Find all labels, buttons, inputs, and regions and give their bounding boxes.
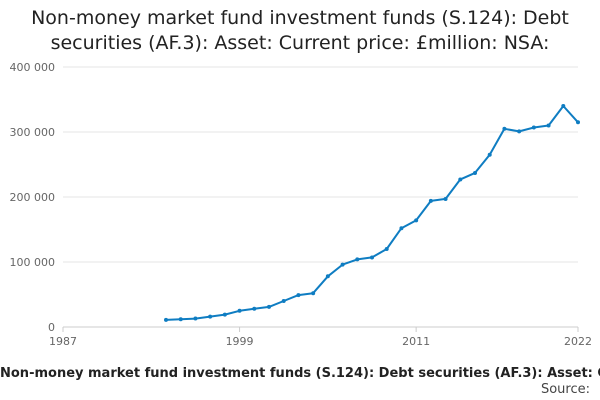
series-line-group: [165, 105, 579, 321]
data-point[interactable]: [561, 104, 566, 108]
chart-title: Non-money market fund investment funds (…: [31, 7, 569, 54]
chart-caption-text: Non-money market fund investment funds (…: [0, 366, 600, 381]
data-point[interactable]: [399, 226, 404, 231]
chart-caption: Non-money market fund investment funds (…: [0, 366, 600, 381]
x-tick-label: 1999: [226, 335, 254, 348]
data-point[interactable]: [193, 316, 198, 321]
data-point[interactable]: [487, 152, 492, 157]
gridlines: [63, 66, 578, 263]
data-point[interactable]: [458, 177, 463, 182]
data-point[interactable]: [178, 317, 183, 322]
data-point[interactable]: [340, 262, 345, 267]
data-point[interactable]: [222, 312, 227, 317]
data-point[interactable]: [502, 126, 507, 131]
data-point[interactable]: [267, 304, 271, 309]
data-point[interactable]: [473, 170, 477, 175]
y-tick-label: 0: [48, 321, 55, 334]
y-tick-label: 400 000: [10, 61, 56, 74]
data-point[interactable]: [370, 255, 374, 260]
y-tick-label: 100 000: [10, 256, 56, 269]
data-point[interactable]: [208, 314, 213, 319]
data-point[interactable]: [164, 317, 168, 322]
y-tick-label: 200 000: [10, 191, 56, 204]
y-axis-tick-labels: 0 100 000 200 000 300 000 400 000: [10, 61, 56, 334]
data-point[interactable]: [311, 291, 316, 296]
data-point[interactable]: [414, 218, 419, 223]
data-point[interactable]: [325, 274, 330, 279]
data-point[interactable]: [531, 125, 536, 130]
source-label: Source:: [540, 382, 590, 397]
data-point[interactable]: [237, 308, 242, 313]
data-point[interactable]: [576, 120, 580, 125]
data-point[interactable]: [384, 247, 389, 251]
y-tick-label: 300 000: [10, 126, 56, 139]
data-point[interactable]: [517, 129, 522, 134]
data-point[interactable]: [546, 123, 551, 128]
series-line: [165, 105, 579, 321]
data-point[interactable]: [443, 196, 448, 201]
data-points: [164, 104, 580, 322]
data-point[interactable]: [281, 299, 286, 303]
data-point[interactable]: [428, 198, 433, 203]
data-point[interactable]: [296, 293, 301, 298]
data-point[interactable]: [355, 257, 360, 262]
x-axis-tick-labels: 1987 1999 2011 2022: [49, 335, 592, 348]
x-tick-label: 1987: [49, 335, 77, 348]
x-tick-label: 2011: [402, 335, 430, 348]
data-point[interactable]: [252, 306, 257, 311]
x-axis: [62, 326, 579, 332]
x-tick-label: 2022: [564, 335, 592, 348]
